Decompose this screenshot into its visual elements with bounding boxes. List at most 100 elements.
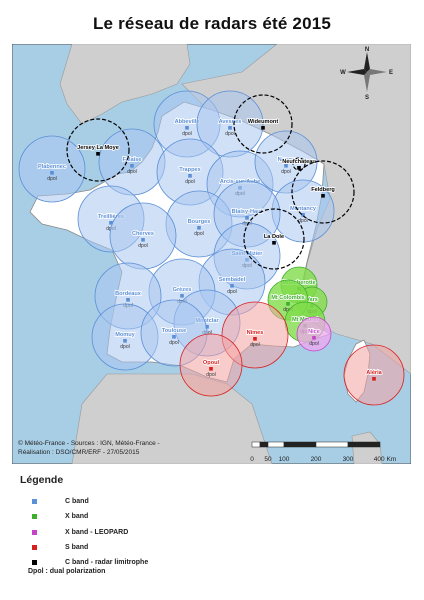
radar-name-label: Toulouse (162, 328, 186, 334)
radar-marker-icon (123, 339, 127, 343)
radar-marker-icon (372, 377, 376, 381)
radar-marker-icon (188, 174, 192, 178)
dpol-label: dpol (194, 231, 203, 237)
scale-tick: 50 (264, 456, 272, 463)
dpol-label: dpol (281, 169, 290, 175)
radar-name-label: Bourges (188, 219, 211, 225)
dpol-label: dpol (250, 342, 259, 348)
radar-marker-icon (109, 221, 113, 225)
compass-south-label: S (365, 95, 369, 101)
dpol-label: dpol (225, 131, 234, 137)
dpol-label: dpol (185, 179, 194, 185)
radar-name-label: Abbeville (175, 119, 200, 125)
legend-swatch-x-band-leopard (32, 529, 37, 535)
radar-name-label: Bordeaux (115, 291, 142, 297)
scale-tick: 300 (343, 456, 354, 463)
coverage-circle (66, 118, 130, 182)
radar-marker-icon (286, 302, 290, 306)
radar-marker-icon (209, 367, 213, 371)
legend-label: C band - radar limitrophe (65, 559, 149, 567)
radar-la-dole: La Dole (243, 208, 305, 270)
radar-marker-icon (253, 337, 257, 341)
radar-wideumont: Wideumont (233, 94, 293, 154)
radar-opoul: Opoul dpol (179, 333, 243, 397)
radar-name-label: Vars (306, 297, 318, 303)
radar-marker-icon (50, 171, 54, 175)
dpol-label: dpol (138, 243, 147, 249)
scale-tick: 0 (250, 456, 254, 463)
coverage-circle (296, 316, 332, 352)
compass-north-label: N (365, 47, 369, 53)
legend-swatch-c-band (32, 499, 37, 505)
radar-name-label: Momuy (115, 332, 135, 338)
radar-name-label: Wideumont (248, 119, 279, 125)
scale-tick: 200 (311, 456, 322, 463)
radar-marker-icon (130, 164, 134, 168)
coverage-circle (179, 333, 243, 397)
radar-name-label: Avesnes (219, 119, 242, 125)
radar-marker-icon (284, 164, 288, 168)
dpol-label: dpol (298, 218, 307, 224)
radar-marker-icon (321, 194, 325, 198)
dpol-label: dpol (227, 289, 236, 295)
legend-label: X band (65, 513, 89, 521)
coverage-circle (233, 94, 293, 154)
coverage-circle (18, 135, 86, 203)
legend-swatch-neighbor-radar (32, 560, 37, 566)
coverage-circle (343, 344, 405, 406)
radar-marker-icon (185, 126, 189, 130)
dpol-label: dpol (120, 344, 129, 350)
radar-marker-icon (245, 216, 249, 220)
radar-name-label: Nîmes (247, 330, 264, 336)
radar-marker-icon (197, 226, 201, 230)
radar-name-label: Sembadel (219, 277, 246, 283)
legend-item-s-band: S band (20, 540, 410, 555)
radar-name-label: Grèzes (173, 287, 192, 293)
radar-name-label: Jersey La Moye (77, 145, 119, 151)
dpol-label: dpol (182, 131, 191, 137)
legend-item-neighbor-radar: C band - radar limitrophe (20, 555, 410, 570)
radar-marker-icon (230, 284, 234, 288)
radar-name-label: Trappes (179, 167, 200, 173)
dpol-label: dpol (47, 176, 56, 182)
radar-avesnes: Avesnes dpol (196, 90, 264, 158)
legend-label: C band (65, 498, 89, 506)
radar-momuy: Momuy dpol (91, 303, 159, 371)
radar-marker-icon (172, 335, 176, 339)
dpol-label: dpol (206, 372, 215, 378)
radar-name-label: Blaisy-Haut (232, 209, 263, 215)
legend-item-c-band: C band (20, 494, 410, 509)
radar-name-label: Montclar (195, 318, 219, 324)
scale-tick: 400 Km (374, 456, 396, 463)
radar-plabennec: Plabennec dpol (18, 135, 86, 203)
copyright-line-2: Réalisation : DSO/CMR/ERF - 27/05/2015 (18, 449, 140, 456)
radar-name-label: Nice (308, 329, 320, 335)
radar-name-label: Plabennec (38, 164, 66, 170)
radar-name-label: Montancy (290, 206, 317, 212)
legend-item-x-band: X band (20, 509, 410, 524)
compass-rose-icon: N S E W (340, 47, 393, 101)
radar-marker-icon (301, 213, 305, 217)
radar-name-label: Feldberg (311, 187, 335, 193)
radar-name-label: Falaise (123, 157, 142, 163)
radar-name-label: Mt Colombis (271, 295, 305, 301)
radar-name-label: Cherves (132, 231, 154, 237)
radar-name-label: Treillières (98, 214, 124, 220)
dpol-label: dpol (309, 341, 318, 347)
dpol-note: Dpol : dual polarization (28, 568, 106, 575)
sardinia-land (351, 431, 383, 464)
dpol-label: dpol (169, 340, 178, 346)
radar-name-label: La Dole (264, 234, 284, 240)
compass-west-label: W (340, 70, 346, 76)
radar-marker-icon (126, 298, 130, 302)
radar-marker-icon (180, 294, 184, 298)
map-title: Le réseau de radars été 2015 (92, 14, 332, 33)
radar-marker-icon (261, 126, 265, 130)
radar-marker-icon (297, 166, 301, 170)
radar-name-label: Neufchateau (282, 159, 316, 165)
coverage-circle (291, 160, 355, 224)
radar-falaise: Falaise dpol (98, 128, 166, 196)
radar-cherves: Cherves dpol (109, 202, 177, 270)
legend-label: S band (65, 544, 89, 552)
scale-bar: 0 50 100 200 300 400 Km (250, 441, 396, 463)
